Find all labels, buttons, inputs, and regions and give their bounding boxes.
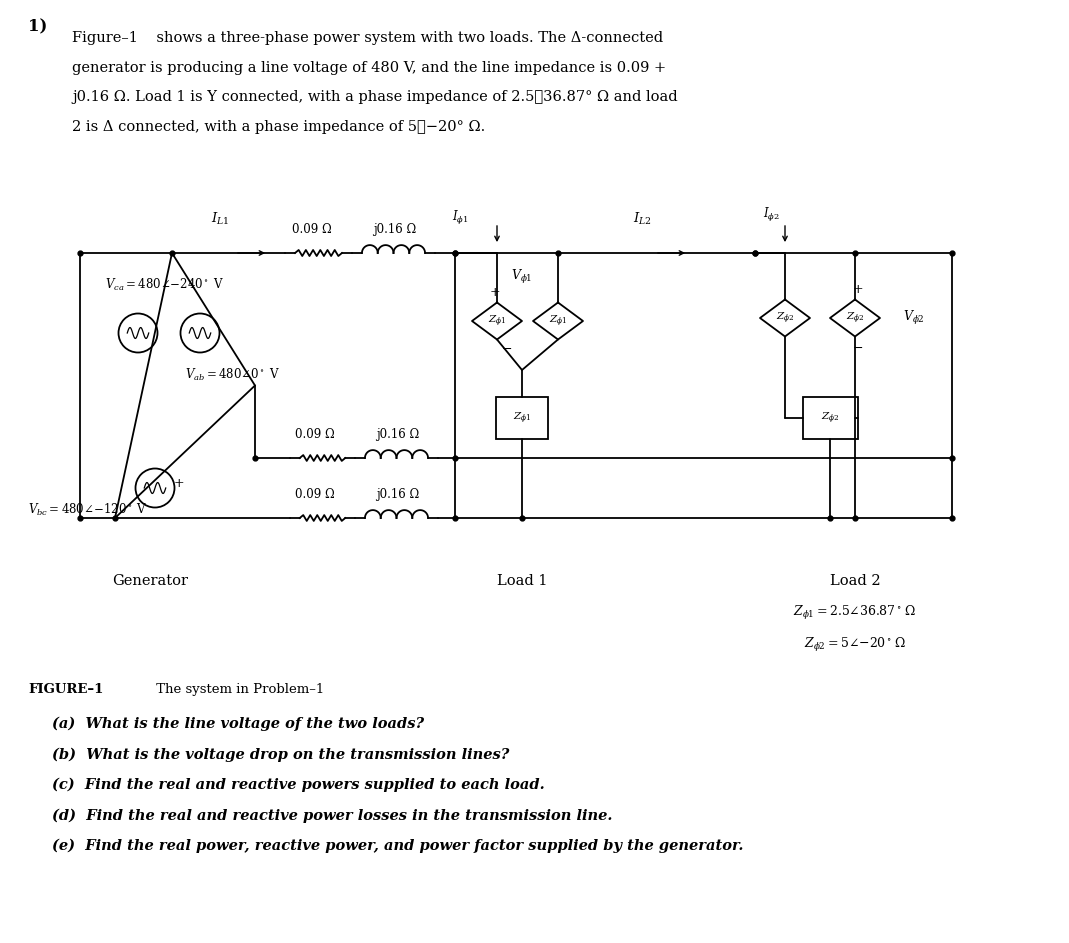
Text: $I_{\phi1}$: $I_{\phi1}$ [452, 209, 469, 227]
Text: +: + [490, 286, 500, 299]
Text: Generator: Generator [112, 574, 188, 588]
Text: generator is producing a line voltage of 480 V, and the line impedance is 0.09 +: generator is producing a line voltage of… [72, 60, 666, 74]
Text: $V_{\phi2}$: $V_{\phi2}$ [903, 309, 925, 327]
Text: $Z_{\phi1}$: $Z_{\phi1}$ [549, 313, 567, 328]
Text: 0.09 Ω: 0.09 Ω [295, 488, 335, 501]
Text: 1): 1) [28, 18, 47, 35]
Text: The system in Problem–1: The system in Problem–1 [152, 683, 324, 696]
Text: $V_{\phi1}$: $V_{\phi1}$ [511, 268, 532, 286]
Text: $Z_{\phi1}$: $Z_{\phi1}$ [513, 410, 531, 425]
Text: $Z_{\phi1} = 2.5\angle36.87^\circ\,\Omega$: $Z_{\phi1} = 2.5\angle36.87^\circ\,\Omeg… [793, 604, 917, 622]
Text: Figure–1    shows a three-phase power system with two loads. The Δ-connected: Figure–1 shows a three-phase power syste… [72, 31, 663, 45]
Bar [803, 397, 857, 439]
Text: −: − [853, 342, 864, 355]
Text: $Z_{\phi2}$: $Z_{\phi2}$ [846, 310, 864, 325]
Text: (c)  Find the real and reactive powers supplied to each load.: (c) Find the real and reactive powers su… [52, 778, 545, 792]
Text: $V_{ab} = 480\angle{0^\circ}$ V: $V_{ab} = 480\angle{0^\circ}$ V [185, 367, 280, 383]
Text: 2 is Δ connected, with a phase impedance of 5⍠−20° Ω.: 2 is Δ connected, with a phase impedance… [72, 120, 485, 134]
Text: (d)  Find the real and reactive power losses in the transmission line.: (d) Find the real and reactive power los… [52, 808, 613, 823]
Text: j0.16 Ω: j0.16 Ω [373, 223, 417, 236]
Text: Load 2: Load 2 [830, 574, 880, 588]
Text: $Z_{\phi2}$: $Z_{\phi2}$ [821, 410, 839, 425]
Text: FIGURE–1: FIGURE–1 [28, 683, 104, 696]
Text: (b)  What is the voltage drop on the transmission lines?: (b) What is the voltage drop on the tran… [52, 748, 509, 762]
Text: Load 1: Load 1 [497, 574, 547, 588]
Text: $V_{bc} = 480\angle{-120^\circ}$ V: $V_{bc} = 480\angle{-120^\circ}$ V [28, 502, 148, 518]
Text: 0.09 Ω: 0.09 Ω [295, 428, 335, 441]
Bar [496, 397, 548, 439]
Text: $I_{L2}$: $I_{L2}$ [633, 211, 651, 227]
Text: 0.09 Ω: 0.09 Ω [292, 223, 331, 236]
Text: $Z_{\phi2}$: $Z_{\phi2}$ [776, 310, 794, 325]
Text: −: − [501, 343, 512, 356]
Text: +: + [173, 476, 184, 489]
Text: j0.16 Ω: j0.16 Ω [376, 428, 420, 441]
Text: $Z_{\phi2} = 5\angle{-20^\circ}\,\Omega$: $Z_{\phi2} = 5\angle{-20^\circ}\,\Omega$ [804, 636, 907, 654]
Text: $V_{ca} = 480\angle{-240^\circ}$ V: $V_{ca} = 480\angle{-240^\circ}$ V [105, 277, 224, 293]
Text: (a)  What is the line voltage of the two loads?: (a) What is the line voltage of the two … [52, 717, 424, 732]
Text: $I_{L1}$: $I_{L1}$ [211, 211, 229, 227]
Text: $I_{\phi2}$: $I_{\phi2}$ [763, 206, 780, 224]
Text: $Z_{\phi1}$: $Z_{\phi1}$ [487, 313, 506, 328]
Text: j0.16 Ω. Load 1 is Y connected, with a phase impedance of 2.5⍠36.87° Ω and load: j0.16 Ω. Load 1 is Y connected, with a p… [72, 90, 678, 104]
Text: (e)  Find the real power, reactive power, and power factor supplied by the gener: (e) Find the real power, reactive power,… [52, 839, 744, 853]
Text: +: + [853, 283, 864, 296]
Text: j0.16 Ω: j0.16 Ω [376, 488, 420, 501]
